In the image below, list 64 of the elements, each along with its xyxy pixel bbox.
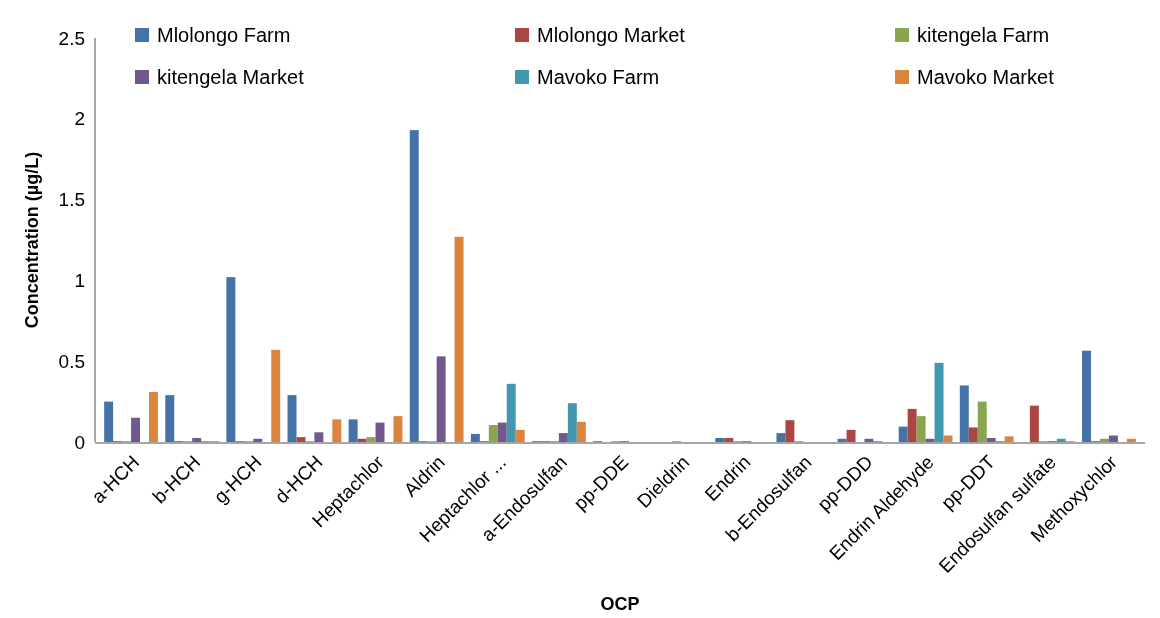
x-axis-title: OCP xyxy=(600,594,640,614)
bar xyxy=(1056,438,1066,442)
bar xyxy=(470,433,480,442)
bar xyxy=(1004,436,1014,442)
bar xyxy=(348,419,358,442)
bar xyxy=(497,422,507,442)
bar xyxy=(454,236,464,442)
bar xyxy=(837,438,847,442)
bar xyxy=(104,401,114,442)
bar xyxy=(409,130,419,442)
bar xyxy=(916,416,926,442)
bar xyxy=(977,401,987,442)
bar xyxy=(165,395,175,442)
y-tick-label: 1.5 xyxy=(58,189,85,211)
y-tick-label: 2 xyxy=(74,108,85,130)
y-tick-label: 2.5 xyxy=(58,27,85,49)
y-tick-label: 0.5 xyxy=(58,350,85,372)
legend-label: Mavoko Farm xyxy=(537,66,660,88)
bar xyxy=(576,421,586,442)
bar xyxy=(436,356,446,442)
bar xyxy=(724,437,734,442)
bar xyxy=(271,349,281,442)
bar xyxy=(986,437,996,442)
bar xyxy=(226,277,236,442)
bar xyxy=(715,437,725,442)
legend-label: Mlolongo Farm xyxy=(157,24,291,46)
bar xyxy=(148,391,158,442)
y-tick-label: 1 xyxy=(74,270,85,292)
bar xyxy=(488,425,498,442)
y-tick-label: 0 xyxy=(74,431,85,453)
y-axis-title: Concentration (µg/L) xyxy=(22,151,42,329)
bar xyxy=(314,432,324,442)
bar xyxy=(1082,350,1092,442)
bar xyxy=(515,429,525,442)
bar xyxy=(567,403,577,442)
bar xyxy=(506,383,516,442)
bar xyxy=(907,408,917,442)
bar xyxy=(898,426,908,442)
bar xyxy=(393,416,403,442)
bar xyxy=(785,420,795,442)
bar xyxy=(776,433,786,442)
legend-label: Mlolongo Market xyxy=(537,24,686,46)
bar xyxy=(846,429,856,442)
bar xyxy=(1099,438,1109,442)
bar xyxy=(1126,438,1136,442)
bar xyxy=(864,438,874,442)
bar xyxy=(558,433,568,442)
bar xyxy=(192,437,202,442)
bar xyxy=(1029,405,1039,442)
bar xyxy=(287,395,297,442)
bar xyxy=(332,419,342,442)
bar xyxy=(253,438,263,442)
bar xyxy=(934,362,944,442)
bar xyxy=(959,385,969,442)
bar xyxy=(968,427,978,442)
bar xyxy=(925,438,935,442)
bar xyxy=(131,417,141,442)
bar xyxy=(1108,435,1118,442)
bar xyxy=(357,438,367,442)
legend-label: Mavoko Market xyxy=(917,66,1055,88)
legend-label: kitengela Market xyxy=(157,66,305,88)
bar xyxy=(296,437,306,442)
legend-label: kitengela Farm xyxy=(917,24,1050,46)
bar xyxy=(366,437,376,442)
